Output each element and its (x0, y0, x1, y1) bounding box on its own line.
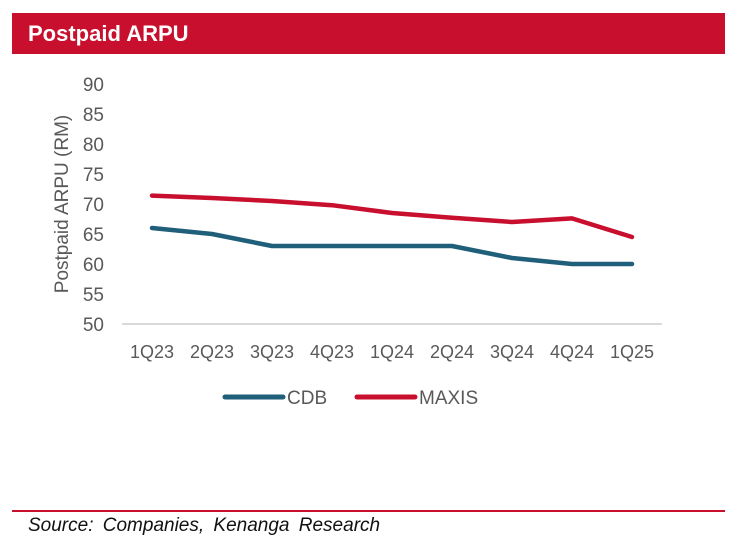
y-tick-label: 50 (83, 315, 104, 336)
y-tick-label: 55 (83, 285, 104, 306)
legend-label-maxis: MAXIS (419, 388, 478, 409)
x-tick-label: 1Q23 (130, 342, 174, 362)
x-tick-label: 1Q25 (610, 342, 654, 362)
y-tick-label: 70 (83, 195, 104, 216)
series-line-maxis (149, 193, 635, 240)
y-tick-label: 60 (83, 255, 104, 276)
x-tick-label: 2Q23 (190, 342, 234, 362)
y-tick-label: 85 (83, 105, 104, 126)
divider (12, 510, 725, 512)
source-note: Source: Companies, Kenanga Research (28, 515, 381, 536)
x-tick-label: 3Q23 (250, 342, 294, 362)
y-axis-label: Postpaid ARPU (RM) (52, 115, 73, 293)
y-tick-label: 75 (83, 165, 104, 186)
y-tick-label: 90 (83, 75, 104, 96)
x-tick-label: 4Q24 (550, 342, 594, 362)
y-tick-label: 65 (83, 225, 104, 246)
y-tick-label: 80 (83, 135, 104, 156)
x-tick-label: 2Q24 (430, 342, 474, 362)
x-tick-label: 1Q24 (370, 342, 414, 362)
title-bar: Postpaid ARPU (12, 13, 725, 54)
legend-label-cdb: CDB (287, 388, 327, 409)
x-tick-label: 3Q24 (490, 342, 534, 362)
x-tick-label: 4Q23 (310, 342, 354, 362)
chart-title: Postpaid ARPU (28, 21, 189, 46)
